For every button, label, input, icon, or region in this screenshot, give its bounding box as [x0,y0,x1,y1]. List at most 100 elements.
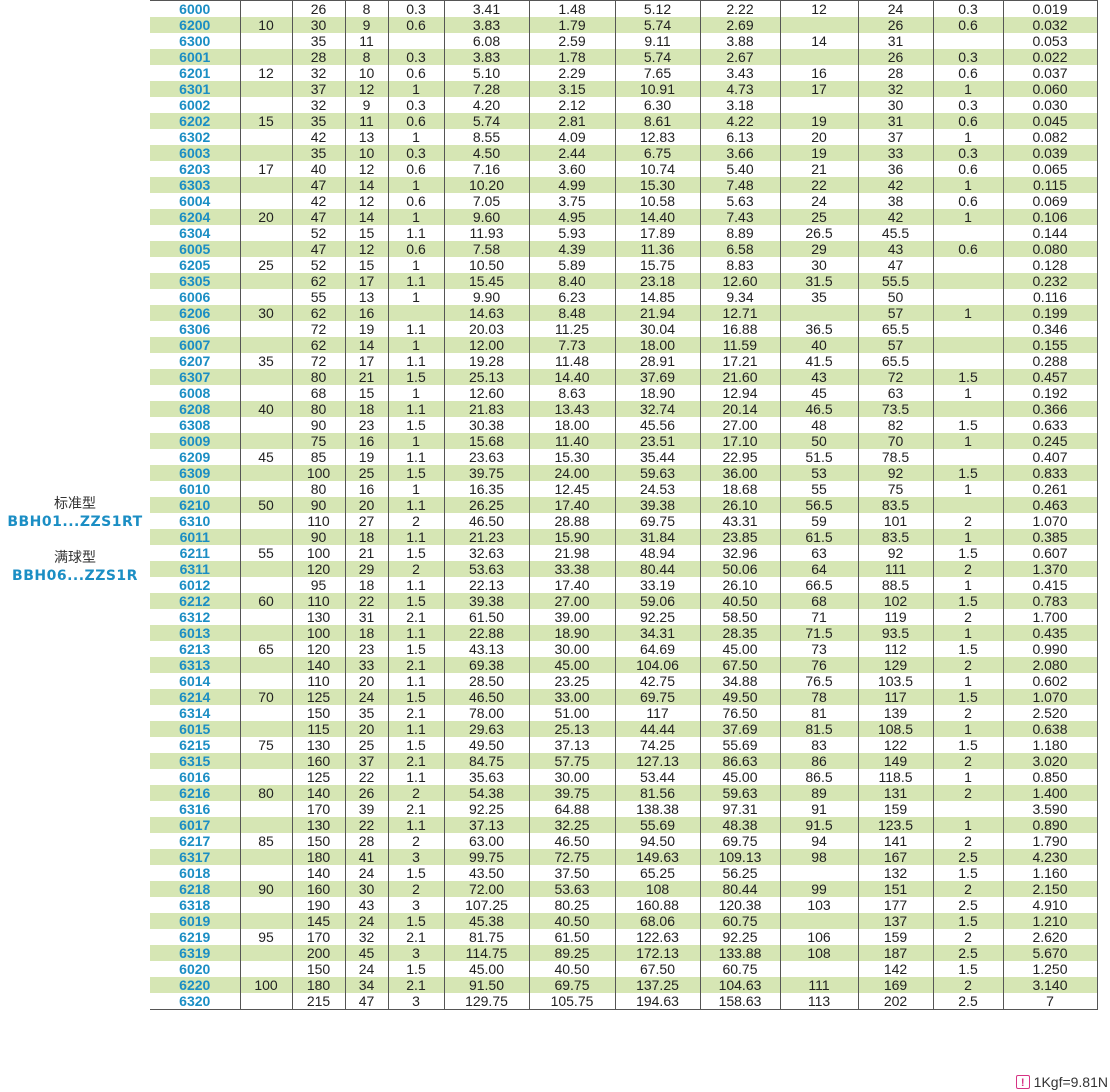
cell: 0.261 [1002,481,1098,497]
cell: 1 [932,177,1003,193]
cell: 44.44 [614,721,700,737]
cell: 8.63 [528,385,615,401]
cell: 1 [932,481,1003,497]
cell: 26 [344,785,388,801]
cell: 117 [614,705,700,721]
cell: 2.1 [387,705,444,721]
cell: 2 [932,705,1003,721]
model-code: 6209 [179,449,211,465]
cell: 0.3 [387,0,444,17]
cell: 24.53 [614,481,700,497]
cell: 74.25 [614,737,700,753]
table-row: 6300 35 11 6.08 2.59 9.11 3.88 14 31 0.053 [150,33,1098,49]
cell: 1.1 [387,353,444,369]
cell: 68.06 [614,913,700,929]
table-row: 6006 55 13 1 9.90 6.23 14.85 9.34 35 50 0.116 [150,289,1098,305]
cell: 37 [291,81,345,97]
cell: 34.88 [699,673,780,689]
cell: 1 [387,433,444,449]
cell: 137.25 [614,977,700,993]
cell: 0.045 [1002,113,1098,129]
cell: 1 [932,529,1003,545]
cell: 1.790 [1002,833,1098,849]
cell: 40 [291,161,345,177]
cell: 6.75 [614,145,700,161]
cell: 27.00 [699,417,780,433]
cell: 27.00 [528,593,615,609]
cell: 31.84 [614,529,700,545]
cell: 3 [387,945,444,961]
cell: 59.63 [699,785,780,801]
cell: 22 [344,593,388,609]
cell: 0.053 [1002,33,1098,49]
cell: 36.5 [779,321,858,337]
model-code: 6203 [179,161,211,177]
cell: 43.13 [443,641,529,657]
cell: 170 [291,801,345,817]
cell: 1.5 [932,961,1003,977]
cell: 0.435 [1002,625,1098,641]
cell: 9.90 [443,289,529,305]
cell: 67.50 [614,961,700,977]
cell: 45 [344,945,388,961]
cell: 15 [344,225,388,241]
cell: 5.74 [614,49,700,65]
cell: 1.5 [932,417,1003,433]
standard-type-code: BBH01...ZZS1RT [7,514,143,530]
cell [239,577,292,593]
cell: 1.5 [387,689,444,705]
model-code: 6015 [150,721,240,737]
table-row: 6205 25 52 15 1 10.50 5.89 15.75 8.83 30 47 0.128 [150,257,1098,273]
cell: 160 [291,753,345,769]
cell: 62 [291,337,345,353]
model-code: 6302 [179,129,211,145]
cell [932,449,1003,465]
cell: 2.44 [528,145,615,161]
cell: 0.638 [1002,721,1098,737]
cell: 0.037 [1002,65,1098,81]
cell: 0.6 [387,241,444,257]
cell: 5.93 [528,225,615,241]
cell: 37 [344,753,388,769]
cell [239,225,292,241]
table-row: 6320 215 47 3 129.75 105.75 194.63 158.63 113 202… [150,993,1098,1010]
cell: 26 [857,17,933,33]
cell: 25 [344,737,388,753]
table-row: 6303 47 14 1 10.20 4.99 15.30 7.48 22 42 1 0.115 [150,177,1098,193]
cell: 37.50 [528,865,615,881]
cell: 100 [239,977,292,993]
model-code: 6315 [150,753,240,769]
cell: 103.5 [857,673,933,689]
cell: 26.25 [443,497,529,513]
cell: 48.38 [699,817,780,833]
cell: 187 [857,945,933,961]
cell: 3.43 [699,65,780,81]
cell: 3.83 [443,17,529,33]
cell [932,801,1003,817]
cell: 32 [291,65,345,81]
cell: 180 [291,977,345,993]
model-code: 6320 [150,993,240,1010]
cell: 4.910 [1002,897,1098,913]
cell: 35.44 [614,449,700,465]
cell: 80.44 [614,561,700,577]
cell: 1 [932,81,1003,97]
cell: 39.38 [614,497,700,513]
cell: 110 [291,673,345,689]
cell: 107.25 [443,897,529,913]
cell: 2.81 [528,113,615,129]
cell: 6.58 [699,241,780,257]
cell: 33.00 [528,689,615,705]
cell: 60.75 [699,913,780,929]
cell: 108.5 [857,721,933,737]
cell [239,241,292,257]
cell: 53.63 [528,881,615,897]
cell: 14 [344,337,388,353]
cell: 1 [387,129,444,145]
cell: 9 [344,97,388,113]
cell: 21.98 [528,545,615,561]
table-row: 6308 90 23 1.5 30.38 18.00 45.56 27.00 48 82 1.5 0.… [150,417,1098,433]
table-row: 6018 140 24 1.5 43.50 37.50 65.25 56.25 132 1.5 1.… [150,865,1098,881]
cell: 53.44 [614,769,700,785]
cell [239,177,292,193]
